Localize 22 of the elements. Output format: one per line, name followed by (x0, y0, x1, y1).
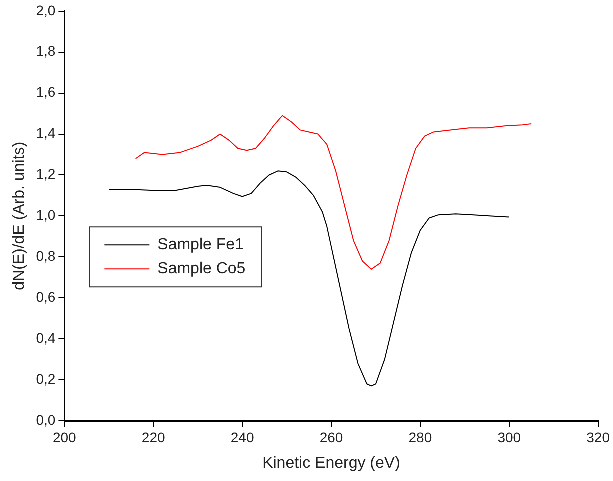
x-tick-label: 300 (498, 429, 522, 446)
x-tick-label: 240 (230, 429, 254, 446)
y-tick-label: 1,4 (36, 125, 56, 142)
legend-label: Sample Fe1 (158, 236, 244, 254)
y-tick-label: 0,2 (36, 370, 56, 387)
y-tick-label: 1,2 (36, 166, 56, 182)
y-tick-label: 0,4 (36, 330, 56, 346)
x-tick-label: 220 (142, 429, 166, 446)
y-tick-label: 0,6 (36, 288, 56, 305)
x-tick-label: 260 (320, 429, 344, 446)
y-tick-label: 1,6 (36, 84, 56, 100)
x-tick-label: 200 (52, 429, 77, 446)
y-tick-label: 1,8 (36, 43, 56, 60)
y-tick-label: 1,0 (36, 207, 56, 224)
y-tick-label: 0,8 (36, 248, 56, 264)
y-tick-label: 0,0 (36, 412, 56, 428)
legend-label: Sample Co5 (158, 260, 246, 278)
y-tick-label: 2,0 (36, 2, 56, 18)
y-axis-title: dN(E)/dE (Arb. units) (11, 142, 28, 290)
x-axis-title: Kinetic Energy (eV) (262, 454, 400, 472)
x-tick-label: 320 (586, 429, 610, 446)
x-tick-label: 280 (408, 429, 432, 446)
